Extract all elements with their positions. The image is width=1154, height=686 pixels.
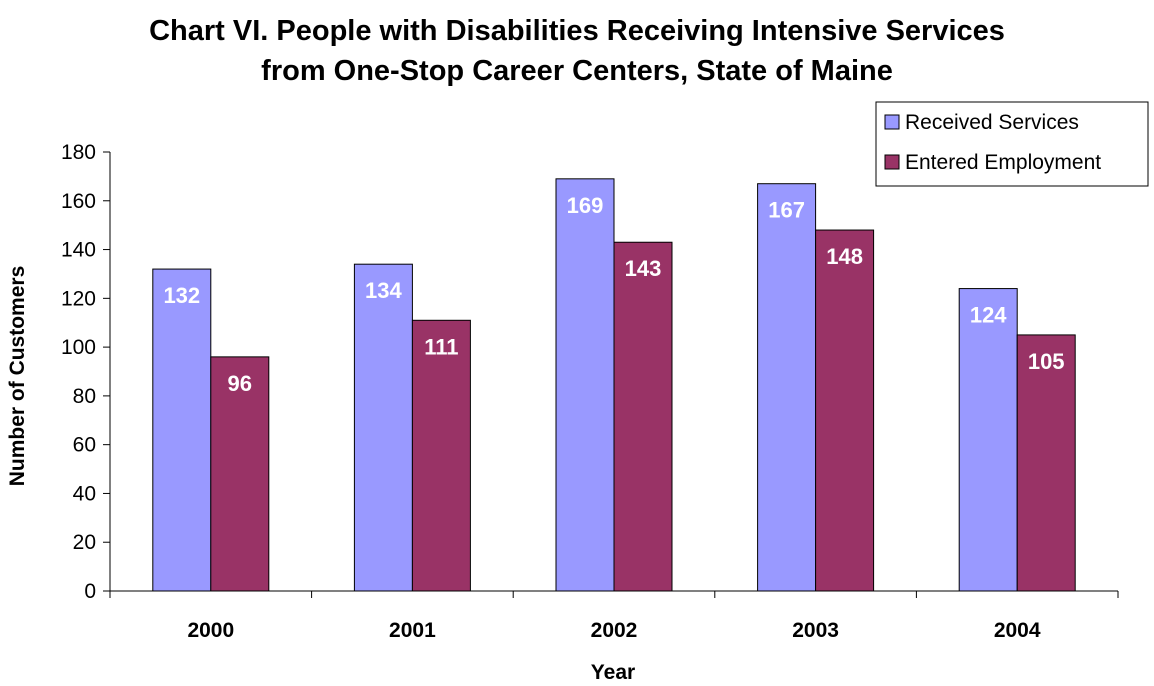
y-tick-label: 60 (73, 434, 96, 457)
bar-received-services (555, 178, 615, 592)
data-label-received-services: 169 (567, 193, 604, 218)
y-tick-label: 80 (73, 385, 96, 408)
chart-title-line-1: Chart VI. People with Disabilities Recei… (149, 15, 1005, 47)
bar-received-services (757, 183, 817, 592)
legend-label-entered-employment: Entered Employment (905, 151, 1101, 174)
x-tick-label: 2001 (389, 619, 436, 642)
data-label-entered-employment: 105 (1028, 349, 1065, 374)
plot-area: 0 20 40 60 80 100 120 140 160 180 2000 132 96 2001 134… (61, 141, 1119, 642)
data-label-received-services: 167 (768, 198, 805, 223)
bar-received-services (353, 263, 413, 592)
x-tick-label: 2000 (187, 619, 234, 642)
bar-entered-employment (613, 241, 673, 592)
y-tick-label: 40 (73, 482, 96, 505)
y-tick-label: 20 (73, 531, 96, 554)
chart-title-line-2: from One-Stop Career Centers, State of M… (261, 55, 893, 87)
bar-entered-employment (411, 319, 471, 592)
data-label-received-services: 124 (970, 303, 1007, 328)
y-tick-label: 0 (84, 580, 96, 603)
legend-box (875, 101, 1149, 187)
data-label-entered-employment: 143 (625, 256, 662, 281)
y-axis-title: Number of Customers (6, 266, 29, 487)
x-tick-label: 2002 (591, 619, 638, 642)
y-tick-label: 180 (61, 141, 96, 164)
bar-entered-employment (815, 229, 875, 592)
bar-entered-employment (210, 356, 270, 592)
x-axis-title: Year (591, 661, 635, 684)
y-tick-label: 160 (61, 190, 96, 213)
legend-label-received-services: Received Services (905, 111, 1079, 134)
y-tick-label: 100 (61, 336, 96, 359)
legend-swatch-received-services (884, 114, 900, 130)
bar-received-services (958, 288, 1018, 592)
data-label-entered-employment: 148 (826, 244, 863, 269)
bar-received-services (152, 268, 212, 592)
x-tick-label: 2004 (994, 619, 1041, 642)
x-tick-label: 2003 (792, 619, 839, 642)
y-tick-label: 120 (61, 287, 96, 310)
data-label-received-services: 134 (365, 278, 402, 303)
data-label-entered-employment: 96 (228, 371, 252, 396)
legend: Received Services Entered Employment (875, 101, 1149, 187)
data-label-entered-employment: 111 (424, 334, 458, 359)
data-label-received-services: 132 (163, 283, 200, 308)
y-tick-label: 140 (61, 239, 96, 262)
legend-swatch-entered-employment (884, 154, 900, 170)
bar-entered-employment (1016, 334, 1076, 592)
